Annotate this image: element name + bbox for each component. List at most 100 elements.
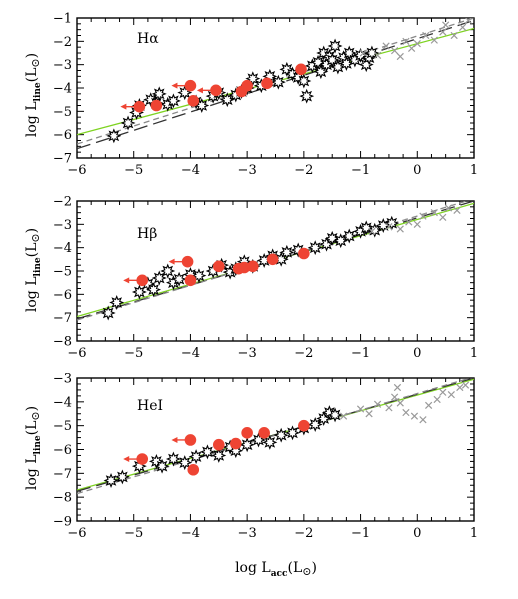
star-point bbox=[188, 449, 204, 465]
cross-point bbox=[402, 37, 410, 45]
star-point bbox=[160, 263, 176, 279]
cross-point bbox=[439, 28, 447, 36]
cross-point bbox=[461, 381, 470, 389]
circle-point bbox=[247, 260, 259, 273]
star-point bbox=[106, 128, 122, 144]
star-point bbox=[109, 295, 125, 310]
x-tick-label: −4 bbox=[181, 526, 200, 541]
cross-point bbox=[365, 410, 373, 418]
y-tick-label: −5 bbox=[53, 105, 72, 120]
x-tick-label: −3 bbox=[238, 526, 257, 541]
y-tick-label: −5 bbox=[53, 265, 72, 280]
cross-point bbox=[430, 209, 438, 217]
star-point bbox=[307, 417, 323, 432]
panel-label: Hβ bbox=[137, 226, 157, 242]
circle-point bbox=[187, 463, 200, 476]
star-point bbox=[151, 270, 167, 286]
plot-data bbox=[77, 18, 474, 150]
circle-point bbox=[181, 255, 194, 268]
circle-point bbox=[212, 260, 225, 273]
star-point bbox=[333, 233, 349, 249]
sun-symbol: ⊙ bbox=[29, 58, 42, 67]
plot-data bbox=[77, 378, 474, 495]
cross-point bbox=[453, 206, 461, 214]
circle-point bbox=[258, 427, 270, 439]
x-tick-label: −2 bbox=[294, 346, 313, 361]
x-tick-label: 0 bbox=[413, 163, 421, 178]
y-tick-label: −3 bbox=[53, 218, 72, 233]
fit-line bbox=[77, 201, 469, 321]
cross-point bbox=[413, 220, 421, 228]
star-point bbox=[100, 305, 116, 321]
star-point bbox=[310, 54, 326, 70]
circle-point bbox=[136, 453, 149, 465]
cross-point bbox=[422, 31, 430, 40]
star-point bbox=[239, 437, 255, 453]
star-point bbox=[219, 92, 235, 108]
star-point bbox=[262, 434, 278, 450]
y-tick-label: −1 bbox=[53, 12, 72, 27]
fit-line bbox=[77, 378, 473, 495]
star-point bbox=[114, 469, 130, 485]
star-point bbox=[307, 240, 323, 256]
circle-point bbox=[184, 434, 197, 446]
cross-point bbox=[410, 412, 419, 420]
y-tick-label: −6 bbox=[53, 288, 72, 303]
circle-point bbox=[261, 77, 273, 90]
cross-point bbox=[373, 400, 382, 408]
y-tick-label: −8 bbox=[53, 335, 72, 350]
x-tick-label: −6 bbox=[67, 163, 86, 178]
x-tick-label: −3 bbox=[238, 163, 257, 178]
cross-point bbox=[464, 18, 472, 24]
cross-point bbox=[442, 21, 450, 29]
cross-point bbox=[396, 399, 404, 407]
x-tick-label: −5 bbox=[124, 163, 143, 178]
cross-point bbox=[393, 383, 402, 392]
star-point bbox=[367, 222, 383, 238]
y-tick-label: −8 bbox=[53, 491, 72, 506]
x-tick-label: −1 bbox=[351, 346, 370, 361]
y-tick-label: −2 bbox=[53, 195, 72, 210]
star-point bbox=[103, 473, 119, 488]
star-point bbox=[199, 444, 215, 460]
circle-point bbox=[298, 419, 310, 432]
y-tick-label: −6 bbox=[53, 443, 72, 458]
star-point bbox=[299, 88, 315, 104]
x-tick-label: −1 bbox=[351, 163, 370, 178]
plot-data bbox=[77, 201, 474, 321]
circle-point bbox=[266, 253, 279, 266]
cross-point bbox=[396, 52, 404, 61]
cross-point bbox=[390, 47, 399, 55]
sun-symbol: ⊙ bbox=[302, 565, 311, 578]
star-point bbox=[279, 244, 295, 260]
cross-point bbox=[382, 42, 390, 50]
sun-symbol: ⊙ bbox=[29, 411, 42, 420]
circle-point bbox=[184, 274, 197, 287]
y-tick-label: −6 bbox=[53, 128, 72, 143]
panel-h-alpha: Hα log Lline(L⊙) −6 −5 −4 −3 −2 −1 0 1−7−6−5−4−… bbox=[24, 12, 478, 179]
cross-point bbox=[407, 44, 416, 52]
cross-point bbox=[444, 204, 453, 212]
star-point bbox=[154, 458, 170, 474]
cross-point bbox=[402, 408, 410, 417]
circle-point bbox=[295, 63, 307, 76]
cross-point bbox=[459, 23, 467, 31]
panel-label: HeI bbox=[137, 398, 163, 414]
x-tick-label: −6 bbox=[67, 526, 86, 541]
cross-point bbox=[413, 40, 421, 48]
cross-point bbox=[456, 383, 464, 392]
x-tick-label: −4 bbox=[181, 163, 200, 178]
x-tick-label: −2 bbox=[294, 163, 313, 178]
cross-point bbox=[368, 227, 376, 235]
star-point bbox=[273, 427, 289, 443]
star-point bbox=[211, 447, 227, 463]
x-tick-label: −1 bbox=[351, 526, 370, 541]
x-tick-label: 1 bbox=[470, 526, 478, 541]
star-point bbox=[324, 230, 340, 246]
y-tick-label: −4 bbox=[53, 241, 72, 256]
cross-point bbox=[390, 393, 399, 401]
cross-point bbox=[359, 49, 368, 57]
cross-point bbox=[439, 213, 447, 221]
y-tick-label: −7 bbox=[53, 152, 72, 167]
y-tick-label: −4 bbox=[53, 395, 72, 410]
